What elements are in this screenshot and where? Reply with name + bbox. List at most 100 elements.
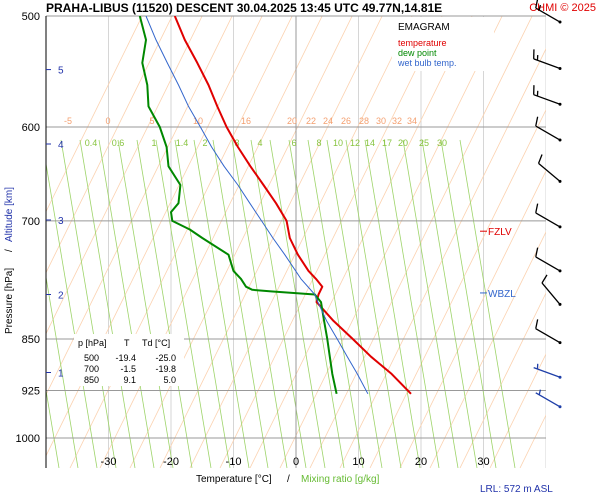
legend-box [392,17,494,71]
legend-wet-bulb: wet bulb temp. [397,58,457,68]
x-axis-label-mixing-ratio: Mixing ratio [g/kg] [301,474,380,485]
mixing-ratio-line [345,139,402,468]
legend-title: EMAGRAM [398,22,450,33]
wind-barb-half-feather [538,389,542,395]
wind-barb-feather [535,116,539,127]
mixing-ratio-label: 10 [333,138,343,148]
dry-adiabat [550,0,600,468]
temperature-tick-label: 10 [352,456,364,468]
mixing-ratio-label: 8 [316,138,321,148]
altitude-tick-label: 1 [58,369,64,380]
wind-barb-shaft [535,256,561,272]
dry-adiabat [129,16,353,468]
mixing-ratio-line [174,139,231,468]
altitude-tick-label: 2 [58,290,64,301]
mixing-ratio-line [46,274,79,468]
wind-barb-feather [535,319,539,329]
wind-barb [535,203,562,229]
isotherm-label: -5 [64,116,72,126]
wind-barb [535,319,562,345]
isotherm-label: 16 [241,116,251,126]
wind-barb-dot [558,102,562,106]
brand-label: CHMI © 2025 [529,2,596,14]
altitude-tick-label: 4 [58,140,64,151]
y-axis-label-altitude: Altitude [km] [4,187,15,242]
mixing-ratio-line [46,388,60,468]
temperature-tick-label: -30 [101,456,117,468]
wind-barb-dot [558,20,562,24]
wind-barb [535,0,562,24]
dry-adiabat [46,16,203,335]
isotherm-label: 0 [105,116,110,126]
temperature-tick-label: 20 [415,456,427,468]
mixing-ratio-line [193,139,250,468]
lrl-label: LRL: 572 m ASL [480,484,553,495]
legend-temperature: temperature [398,38,447,48]
wind-barb-dot [558,405,562,409]
wind-barb-shaft [541,282,561,305]
value-table: p [hPa] T Td [°C] 500 -19.4 -25.0 700 -1… [74,334,184,386]
dry-adiabat [249,16,473,468]
mixing-ratio-labels: 0.4 0.6 1 1.4 2 3 4 6 8 10 12 14 17 20 25 30 [85,138,447,148]
dry-adiabat [159,16,383,468]
dry-adiabat [580,0,600,468]
table-header-t: T [124,338,130,348]
isotherm-label: 26 [341,116,351,126]
wind-barb-dot [558,269,562,273]
level-markers: FZLV WBZL [480,227,516,300]
wind-barb-dot [558,225,562,229]
mixing-ratio-label: 30 [437,138,447,148]
isotherm-label: 28 [359,116,369,126]
mixing-ratio-line [60,139,117,468]
wind-barb-shaft [535,125,561,141]
wind-barb-dot [558,138,562,142]
wind-barb-shaft [538,162,561,182]
mixing-ratio-line [46,161,98,468]
isotherm-label: 32 [392,116,402,126]
dry-adiabat [429,231,546,468]
temperature-tick-label: -20 [163,456,179,468]
altitude-tick-label: 5 [58,66,64,77]
dry-adiabat [489,353,546,468]
isotherm-label: 24 [323,116,333,126]
wind-barbs [533,0,562,409]
mixing-ratio-label: 1 [151,138,156,148]
temperature-ticks: -30 -20 -10 0 10 20 30 [101,456,490,468]
mixing-ratio-line [421,139,478,468]
y-axis-label-separator: / [4,249,15,252]
mixing-ratio-line [155,139,212,468]
wind-barb [537,154,562,183]
mixing-ratio-label: 25 [419,138,429,148]
table-header-td: Td [°C] [142,338,170,348]
mixing-ratio-label: 14 [365,138,375,148]
wind-barb-dot [558,302,562,306]
dry-adiabat [46,16,263,457]
mixing-ratio-line [117,139,174,468]
wbzl-label: WBZL [488,289,516,300]
profiles [138,16,412,395]
mixing-ratio-line [288,139,345,468]
table-header-p: p [hPa] [78,338,107,348]
table-box [74,334,184,386]
table-p: 700 [84,364,99,374]
wind-barb-shaft [533,367,561,378]
table-t: -19.4 [115,353,136,363]
pressure-tick-label: 600 [22,122,40,134]
wind-barb-shaft [533,94,561,105]
mixing-ratio-label: 0.4 [85,138,98,148]
table-t: -1.5 [120,364,136,374]
wind-barb-feather [535,247,539,258]
altitude-tick-label: 3 [58,216,64,227]
pressure-tick-label: 925 [22,386,40,398]
mixing-ratio-label: 2 [202,138,207,148]
wet-bulb-line [145,16,369,395]
wind-barb-dot [558,375,562,379]
dry-adiabat [46,16,233,396]
y-axis-label-pressure: Pressure [hPa] [4,268,15,334]
dry-adiabat [309,16,533,468]
mixing-ratio-label: 3 [234,138,239,148]
table-p: 500 [84,353,99,363]
wind-barb-feather [541,274,548,284]
background-lines [46,0,600,468]
